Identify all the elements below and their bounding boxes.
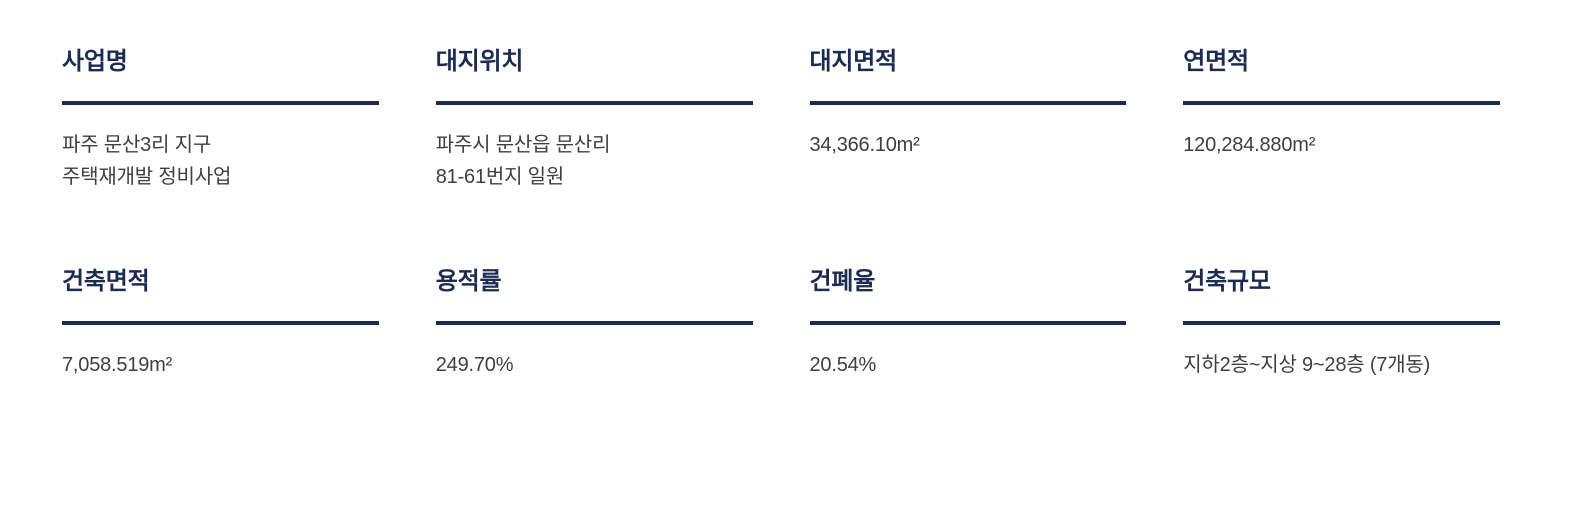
field-value: 지하2층~지상 9~28층 (7개동) (1183, 349, 1500, 381)
field-label: 연면적 (1183, 48, 1249, 75)
field-label: 사업명 (62, 48, 128, 75)
field-site-location: 대지위치 파주시 문산읍 문산리 81-61번지 일원 (435, 45, 753, 193)
field-divider (809, 321, 1127, 325)
field-divider (435, 321, 753, 325)
field-total-floor-area: 연면적 120,284.880m² (1183, 45, 1500, 193)
field-building-coverage-ratio: 건폐율 20.54% (809, 265, 1127, 381)
field-value-line: 파주 문산3리 지구 (62, 134, 212, 156)
field-value: 7,058.519m² (62, 349, 379, 381)
field-divider (809, 101, 1127, 105)
field-value-line: 지하2층~지상 9~28층 (7개동) (1183, 354, 1431, 376)
field-value: 120,284.880m² (1183, 129, 1500, 161)
field-label: 용적률 (435, 268, 502, 295)
field-value-line: 81-61번지 일원 (435, 166, 565, 188)
field-label: 건축면적 (62, 268, 150, 295)
field-label: 건폐율 (809, 268, 876, 295)
field-value-line: 34,366.10m² (809, 134, 920, 156)
field-divider (62, 321, 379, 325)
field-value: 20.54% (810, 349, 1127, 381)
field-value: 파주 문산3리 지구 주택재개발 정비사업 (62, 129, 379, 193)
field-value-line: 249.70% (435, 354, 514, 376)
field-divider (62, 101, 379, 105)
field-value-line: 파주시 문산읍 문산리 (435, 134, 611, 156)
field-divider (435, 101, 753, 105)
field-label: 대지위치 (435, 48, 524, 75)
field-divider (1183, 101, 1500, 105)
field-value-line: 20.54% (809, 354, 877, 376)
field-project-name: 사업명 파주 문산3리 지구 주택재개발 정비사업 (62, 45, 379, 193)
field-label: 건축규모 (1183, 268, 1271, 295)
field-value-line: 주택재개발 정비사업 (62, 166, 232, 188)
field-site-area: 대지면적 34,366.10m² (809, 45, 1127, 193)
field-value: 34,366.10m² (810, 129, 1127, 161)
field-label: 대지면적 (809, 48, 898, 75)
field-value-line: 120,284.880m² (1183, 134, 1316, 156)
field-value-line: 7,058.519m² (62, 354, 173, 376)
field-value: 249.70% (436, 349, 753, 381)
project-info-grid: 사업명 파주 문산3리 지구 주택재개발 정비사업 대지위치 파주시 문산읍 문… (62, 45, 1500, 381)
field-value: 파주시 문산읍 문산리 81-61번지 일원 (436, 129, 753, 193)
field-building-area: 건축면적 7,058.519m² (62, 265, 379, 381)
field-floor-area-ratio: 용적률 249.70% (435, 265, 753, 381)
field-building-scale: 건축규모 지하2층~지상 9~28층 (7개동) (1183, 265, 1500, 381)
field-divider (1183, 321, 1500, 325)
